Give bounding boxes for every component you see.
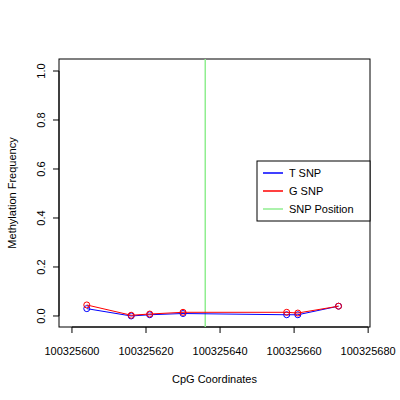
x-tick	[294, 327, 295, 333]
y-tick-label: 0.2	[35, 259, 47, 274]
x-tick	[220, 327, 221, 333]
point	[128, 312, 134, 318]
y-tick	[53, 71, 59, 72]
y-tick	[53, 217, 59, 218]
point	[336, 303, 342, 309]
series-line	[87, 306, 339, 316]
y-tick-label: 0.6	[35, 161, 47, 176]
legend-label: SNP Position	[289, 203, 354, 215]
x-tick	[368, 327, 369, 333]
plot-area	[84, 59, 342, 327]
legend-label: T SNP	[289, 167, 321, 179]
legend-label: G SNP	[289, 185, 323, 197]
x-tick-label: 100325680	[341, 345, 396, 357]
x-tick-label: 100325620	[118, 345, 173, 357]
chart: 100325600 100325620 100325640 100325660 1003…	[0, 0, 400, 400]
snp-line	[204, 59, 206, 327]
point	[147, 311, 153, 317]
point	[84, 302, 90, 308]
legend-swatch	[263, 208, 283, 210]
legend-swatch	[263, 190, 283, 192]
x-tick	[71, 327, 72, 333]
point	[147, 312, 153, 318]
point	[284, 309, 290, 315]
y-tick-label: 0.0	[35, 308, 47, 323]
y-axis-label: Methylation Frequency	[6, 137, 18, 249]
plot-frame	[59, 59, 370, 327]
y-tick-label: 0.4	[35, 210, 47, 225]
series-line	[87, 305, 339, 315]
y-tick	[53, 119, 59, 120]
legend-box	[257, 161, 370, 221]
y-tick-label: 1.0	[35, 63, 47, 78]
x-tick-label: 100325660	[267, 345, 322, 357]
point	[128, 313, 134, 319]
x-tick-label: 100325640	[193, 345, 248, 357]
y-tick	[53, 168, 59, 169]
y-tick	[53, 315, 59, 316]
point	[180, 309, 186, 315]
y-tick-label: 0.8	[35, 112, 47, 127]
x-tick	[146, 327, 147, 333]
x-axis-label: CpG Coordinates	[172, 373, 257, 385]
legend: T SNP G SNP SNP Position	[257, 161, 370, 221]
legend-swatch	[263, 172, 283, 174]
y-axis-line	[59, 71, 60, 316]
x-tick-label: 100325600	[44, 345, 99, 357]
point	[295, 310, 301, 316]
y-tick	[53, 266, 59, 267]
